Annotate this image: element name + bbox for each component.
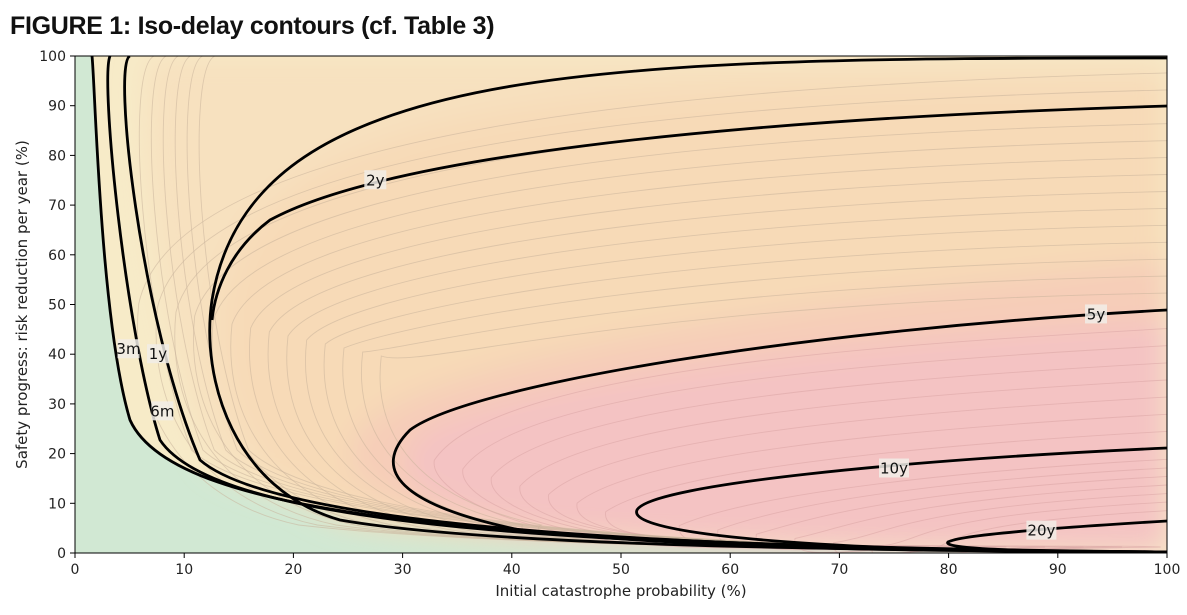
- figure-title: FIGURE 1: Iso-delay contours (cf. Table …: [10, 12, 495, 40]
- y-axis-label: Safety progress: risk reduction per year…: [13, 140, 31, 469]
- y-tick-label: 40: [48, 347, 66, 363]
- contour-1y: [123, 56, 1167, 553]
- contour-2y: [210, 104, 1167, 321]
- y-tick-label: 100: [39, 49, 66, 65]
- contour-5y: [392, 308, 1167, 553]
- contour-label-5y: 5y: [1087, 305, 1106, 323]
- contour-label-bg: [151, 401, 174, 421]
- y-axis-ticks: 0 10 20 30 40 50 60 70 80 90 100: [39, 49, 75, 562]
- y-tick-label: 50: [48, 298, 66, 314]
- contour-label-bg: [364, 170, 387, 190]
- y-tick-label: 80: [48, 148, 66, 164]
- y-tick-label: 20: [48, 447, 66, 463]
- plot-area: [75, 56, 1167, 553]
- x-tick-label: 20: [284, 562, 302, 578]
- x-tick-label: 40: [503, 562, 521, 578]
- x-tick-label: 90: [1049, 562, 1067, 578]
- contour-labels: 3m 6m 1y 2y 5y 10y 20y: [116, 170, 1108, 540]
- contour-label-3m: 3m: [116, 340, 140, 358]
- x-axis-label: Initial catastrophe probability (%): [495, 582, 746, 600]
- x-tick-label: 50: [612, 562, 630, 578]
- fill-long-delay: [406, 322, 1167, 552]
- y-tick-label: 90: [48, 99, 66, 115]
- contour-20y: [946, 519, 1167, 553]
- x-tick-label: 10: [175, 562, 193, 578]
- y-tick-label: 30: [48, 397, 66, 413]
- contour-label-20y: 20y: [1027, 522, 1055, 540]
- y-tick-label: 60: [48, 248, 66, 264]
- contour-label-bg: [879, 458, 909, 478]
- x-tick-label: 100: [1154, 562, 1181, 578]
- x-tick-label: 80: [940, 562, 958, 578]
- x-tick-label: 30: [394, 562, 412, 578]
- contour-label-bg: [1085, 304, 1108, 324]
- fill-gradient-group: [144, 56, 1167, 552]
- contour-label-6m: 6m: [150, 402, 174, 420]
- y-tick-label: 70: [48, 198, 66, 214]
- y-tick-label: 0: [57, 546, 66, 562]
- contour-label-bg: [1026, 520, 1057, 540]
- major-contour-lines: [90, 56, 1167, 553]
- x-tick-label: 0: [71, 562, 80, 578]
- contour-label-1y: 1y: [149, 345, 168, 363]
- x-axis-ticks: 0 10 20 30 40 50 60 70 80 90 100: [71, 553, 1181, 578]
- contour-label-bg: [117, 339, 140, 359]
- contour-label-2y: 2y: [366, 171, 385, 189]
- contour-label-10y: 10y: [880, 460, 908, 478]
- y-tick-label: 10: [48, 496, 66, 512]
- contour-label-bg: [146, 344, 169, 364]
- color-fill-regions: [92, 56, 1167, 552]
- x-tick-label: 70: [830, 562, 848, 578]
- x-tick-label: 60: [721, 562, 739, 578]
